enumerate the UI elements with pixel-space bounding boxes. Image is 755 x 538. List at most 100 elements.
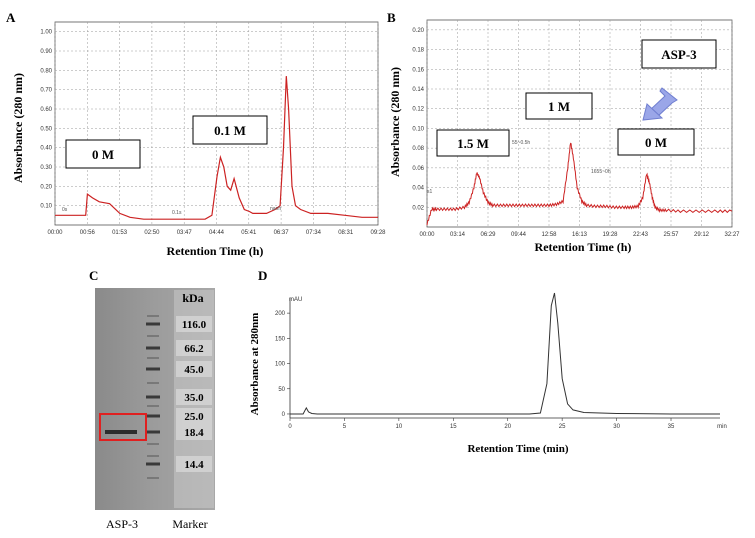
y-axis-label-b: Absorbance (280 nm) (388, 67, 402, 177)
marker-value-label: 45.0 (184, 364, 204, 376)
x-tick-label: 35 (668, 424, 675, 430)
marker-band (146, 430, 160, 434)
faint-ladder-band (147, 477, 159, 479)
marker-band (146, 414, 160, 418)
marker-value-label: 25.0 (184, 411, 204, 423)
marker-value-label: 14.4 (184, 459, 204, 471)
x-tick-label: 09:28 (370, 230, 386, 236)
label-15m-box-b: 1.5 M (436, 129, 510, 157)
faint-ladder-band (147, 443, 159, 445)
y-tick-label: 0.06 (412, 166, 424, 172)
y-tick-label: 0.14 (412, 87, 424, 93)
y-tick-label: 0.80 (40, 68, 52, 74)
x-tick-label: 10 (396, 424, 403, 430)
x-tick-label: 30 (613, 424, 620, 430)
asp3-band (105, 430, 137, 434)
y-tick-label: 0.12 (412, 107, 424, 113)
panel-d: D 0 5 10 15 20 25 30 35 min 0 50 100 150 200 mAU Abso… (240, 268, 755, 538)
panel-letter-a: A (6, 10, 16, 25)
lane-label-asp3: ASP-3 (106, 517, 138, 531)
x-tick-label: 02:50 (144, 230, 160, 236)
x-tick-label: 06:29 (480, 232, 496, 238)
y-tick-label: 0.16 (412, 67, 424, 73)
y-tick-label: 0.60 (40, 107, 52, 113)
panel-b: B 00:00 03:14 06:29 09:44 12:58 16:13 19:28 22:… (385, 0, 755, 260)
lane-label-marker: Marker (172, 517, 207, 531)
small-note-naoh: naoh (270, 206, 281, 212)
y-tick-label: 50 (278, 387, 285, 393)
marker-band (146, 462, 160, 466)
label-15m-b: 1.5 M (457, 136, 489, 151)
x-tick-label: 19:28 (602, 232, 618, 238)
marker-label-bg (176, 316, 212, 332)
x-tick-label: 00:00 (419, 232, 435, 238)
axes-d (287, 298, 720, 421)
y-tick-label: 0.70 (40, 88, 52, 94)
chromatogram-line-d (290, 292, 720, 415)
x-unit-label: min (717, 424, 727, 430)
x-tick-label: 09:44 (511, 232, 527, 238)
small-note-55: 55~0.5h (512, 140, 530, 146)
marker-label-bg (176, 340, 212, 356)
kda-header: kDa (182, 291, 203, 305)
x-tick-label: 03:14 (450, 232, 466, 238)
faint-ladder-band (147, 405, 159, 407)
x-tick-label: 32:27 (724, 232, 740, 238)
marker-band (146, 367, 160, 371)
y-tick-label: 0.90 (40, 49, 52, 55)
x-tick-label: 07:34 (306, 230, 322, 236)
small-note-0s: 0s (62, 207, 68, 213)
small-note-01s: 0.1s (172, 210, 182, 216)
marker-value-label: 66.2 (184, 343, 204, 355)
arrow-icon (642, 87, 678, 121)
y-tick-label: 0.20 (40, 184, 52, 190)
x-tick-label: 00:00 (47, 230, 63, 236)
panel-letter-b: B (387, 10, 396, 25)
x-tick-label: 08:31 (338, 230, 354, 236)
small-note-1655: 1655~0h (591, 169, 611, 175)
gel-image: C kDa 116.0 66.2 45.0 35.0 25.0 18.4 14.4 ASP-… (89, 268, 215, 531)
asp3-highlight-box (99, 413, 147, 441)
marker-value-label: 116.0 (182, 319, 207, 331)
faint-ladder-band (147, 382, 159, 384)
chart-b: B 00:00 03:14 06:29 09:44 12:58 16:13 19:28 22:… (387, 10, 740, 254)
y-tick-label: 0 (282, 412, 286, 418)
chart-a: A 00:00 00:56 01:53 02:50 03:47 04:44 05:41 06:… (6, 10, 386, 258)
x-tick-label: 04:44 (209, 230, 225, 236)
y-tick-label: 0.40 (40, 146, 52, 152)
x-tick-label: 22:43 (633, 232, 649, 238)
chromatogram-line-a (55, 76, 378, 220)
marker-band (146, 322, 160, 326)
y-tick-label: 0.18 (412, 48, 424, 54)
y-tick-label: 0.30 (40, 165, 52, 171)
faint-ladder-band (147, 315, 159, 317)
x-tick-label: 06:37 (274, 230, 290, 236)
label-1m-box-b: 1 M (525, 92, 593, 120)
x-tick-label: 5 (343, 424, 347, 430)
label-01m-box-a: 0.1 M (192, 115, 268, 145)
label-0m-box-a: 0 M (65, 139, 141, 169)
marker-label-bg (176, 361, 212, 377)
small-note-s1: s1 (427, 189, 433, 195)
faint-ladder-band (147, 357, 159, 359)
ticks-b: 00:00 03:14 06:29 09:44 12:58 16:13 19:28 22:43… (412, 28, 740, 238)
panel-c: C kDa 116.0 66.2 45.0 35.0 25.0 18.4 14.4 ASP-… (80, 268, 230, 538)
marker-bands (146, 315, 160, 479)
y-axis-label-d: Absorbance at 280nm (249, 313, 261, 416)
marker-label-bg (176, 389, 212, 405)
grid-b (426, 19, 733, 228)
marker-labels: 116.0 66.2 45.0 35.0 25.0 18.4 14.4 (176, 316, 212, 472)
y-tick-label: 0.04 (412, 186, 424, 192)
x-tick-label: 15 (450, 424, 457, 430)
y-tick-label: 1.00 (40, 30, 52, 36)
marker-label-bg (176, 408, 212, 424)
y-tick-label: 0.08 (412, 146, 424, 152)
x-tick-label: 00:56 (80, 230, 96, 236)
x-tick-label: 20 (504, 424, 511, 430)
unit-label-d: mAU (289, 297, 302, 303)
x-axis-label-d: Retention Time (min) (467, 443, 568, 455)
chromatogram-line-b (426, 142, 733, 226)
y-tick-label: 150 (275, 336, 286, 342)
y-tick-label: 0.02 (412, 205, 424, 211)
x-tick-label: 05:41 (241, 230, 257, 236)
